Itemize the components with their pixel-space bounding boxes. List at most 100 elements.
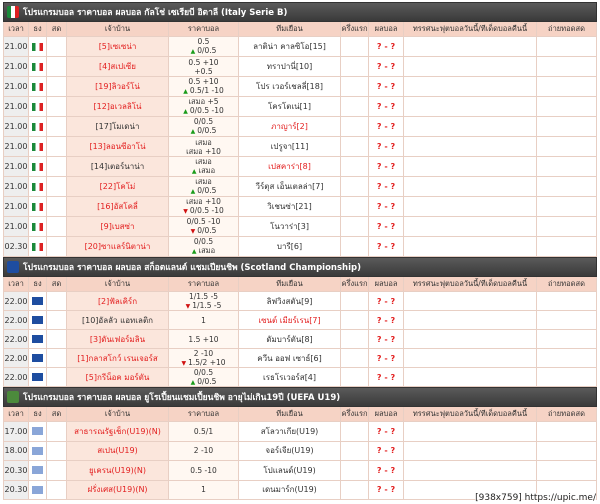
odds-text: 0.5 +10	[188, 77, 219, 86]
home-team: [4]สเปเซีย	[99, 62, 136, 71]
kick-off-time: 21.00	[4, 62, 28, 71]
cell	[29, 349, 47, 367]
away-team: เรธโรเวอร์ส[4]	[262, 372, 317, 382]
away-team: ดัมบาร์ตัน[8]	[266, 334, 313, 344]
column-header: ครึ่งแรก	[341, 22, 369, 36]
cell: ? - ?	[369, 349, 404, 367]
match-row: 02.30 [20]ซาแลร์นิตาน่า 0/0.5 ▲ เสมอ บารี[6]?…	[3, 237, 597, 257]
cell	[47, 461, 67, 480]
match-row: 22.00 [3]ดันเฟอร์มลิน 1.5 +10 ดัมบาร์ตัน[8]…	[3, 330, 597, 349]
section-title: โปรแกรมบอล ราคาบอล ผลบอล ยูโรเปี้ยนแชมเป…	[3, 387, 597, 407]
odds-line: ▼ 0/0.5	[191, 226, 217, 236]
away-team: ลาติน่า คาลซิโอ[15]	[253, 42, 326, 51]
match-row: 21.00 [4]สเปเซีย 0.5 +10 +0.5 ทราปานี่[10] ? …	[3, 57, 597, 77]
cell: ? - ?	[369, 97, 404, 116]
home-team: สเปน(U19)	[97, 446, 138, 456]
away-team: เปรูจา[11]	[270, 142, 309, 151]
cell: เดนมาร์ก(U19)	[239, 480, 341, 499]
match-row: 21.00 [16]อัสโคลี่ เสมอ +10 ▼ 0/0.5 -10 วิเชน…	[3, 197, 597, 217]
cell	[29, 117, 47, 136]
cell	[29, 330, 47, 348]
cell: โปแลนด์(U19)	[239, 461, 341, 480]
cell	[404, 330, 537, 348]
cell: [17]โมเดน่า	[67, 117, 169, 136]
odds-line: ▼ 1.5/2 +10	[181, 358, 225, 368]
flag	[32, 162, 43, 171]
cell: วิเชนซ่า[21]	[239, 197, 341, 216]
section-icon	[7, 6, 19, 18]
column-header-row: เวลา ธง สด เจ้าบ้าน ราคาบอล ทีมเยือน ครึ่งแรกผ…	[3, 277, 597, 292]
cell: เปสคาร่า[8]	[239, 157, 341, 176]
cell	[47, 237, 67, 256]
cell	[537, 197, 597, 216]
odds-line: ▲ 0/0.5	[191, 377, 217, 387]
cell	[47, 57, 67, 76]
cell: สเปน(U19)	[67, 441, 169, 460]
odds-text: 0/0.5 -10	[189, 206, 224, 215]
away-team: โปร เวอร์เชลลี่[18]	[256, 82, 323, 91]
odds-text: เสมอ +10	[186, 197, 221, 206]
cell	[47, 217, 67, 236]
odds-text: 0/0.5 -10	[189, 106, 224, 115]
cell	[404, 177, 537, 196]
odds-trend-icon: ▼	[181, 359, 187, 367]
flag	[32, 102, 43, 111]
cell	[341, 480, 369, 499]
home-team: [5]กรีน็อค มอร์ตัน	[85, 372, 150, 382]
home-team: [22]โคโม่	[99, 182, 136, 191]
cell: ภาญาร์[2]	[239, 117, 341, 136]
home-team: ยูเครน(U19)(N)	[88, 465, 147, 475]
away-team: วีร์ตุส เอ็นเตลล่า[7]	[255, 182, 324, 191]
column-header: ธง	[29, 277, 47, 291]
cell: 17.00	[3, 422, 29, 441]
away-team: วิเชนซ่า[21]	[267, 202, 312, 211]
flag	[32, 42, 43, 51]
result: ? - ?	[376, 446, 396, 456]
odds-line: เสมอ	[195, 138, 212, 147]
odds-line: เสมอ	[195, 177, 212, 186]
odds-line: 2 -10	[194, 349, 213, 358]
cell: 0.5/1	[169, 422, 239, 441]
match-row: 21.00 [22]โคโม่ เสมอ ▲ 0/0.5 วีร์ตุส เอ็นเตลล…	[3, 177, 597, 197]
home-team: [2]ฟัลเคิร์ก	[97, 296, 138, 306]
odds-text: 2 -10	[193, 349, 214, 358]
cell: ? - ?	[369, 237, 404, 256]
cell	[47, 441, 67, 460]
cell: เสมอ +5 ▲ 0/0.5 -10	[169, 97, 239, 116]
home-team: [16]อัสโคลี่	[97, 202, 138, 211]
cell: [9]เบสซ่า	[67, 217, 169, 236]
odds-line: 1	[201, 485, 206, 494]
odds-line: ▼ 0/0.5 -10	[183, 206, 224, 216]
cell: 21.00	[3, 97, 29, 116]
cell: โครโตเน่[1]	[239, 97, 341, 116]
odds-text: 0/0.5	[193, 368, 214, 377]
match-row: 21.00 [14]เตอร์นาน่า เสมอ ▲ เสมอ เปสคาร่า[8]?…	[3, 157, 597, 177]
cell: ? - ?	[369, 422, 404, 441]
cell: 0/0.5 -10 ▼ 0/0.5	[169, 217, 239, 236]
result: ? - ?	[376, 353, 396, 363]
cell	[404, 349, 537, 367]
result: ? - ?	[376, 242, 396, 251]
odds-line: ▼ 1/1.5 -5	[186, 301, 222, 311]
odds-line: 0/0.5	[194, 368, 213, 377]
odds-trend-icon: ▼	[183, 208, 188, 215]
column-header: ทีมเยือน	[239, 407, 341, 421]
cell	[537, 441, 597, 460]
odds-text: 1.5/2 +10	[188, 357, 226, 367]
kick-off-time: 21.00	[4, 182, 28, 191]
cell	[29, 441, 47, 460]
result: ? - ?	[376, 62, 396, 71]
column-header-row: เวลา ธง สด เจ้าบ้าน ราคาบอล ทีมเยือน ครึ่งแรกผ…	[3, 22, 597, 37]
away-team: ภาญาร์[2]	[271, 122, 308, 131]
cell: [5]กรีน็อค มอร์ตัน	[67, 368, 169, 386]
watermark: [938x759] https://upic.me/	[475, 493, 596, 503]
odds-text: เสมอ	[198, 166, 216, 175]
cell	[29, 97, 47, 116]
away-team: ทราปานี่[10]	[266, 62, 313, 71]
flag	[32, 182, 43, 191]
cell	[47, 177, 67, 196]
match-row: 21.00 [5]เซเซน่า 0.5 ▲ 0/0.5 ลาติน่า คาลซิโอ[…	[3, 37, 597, 57]
cell	[537, 77, 597, 96]
odds-text: เสมอ	[198, 246, 216, 255]
